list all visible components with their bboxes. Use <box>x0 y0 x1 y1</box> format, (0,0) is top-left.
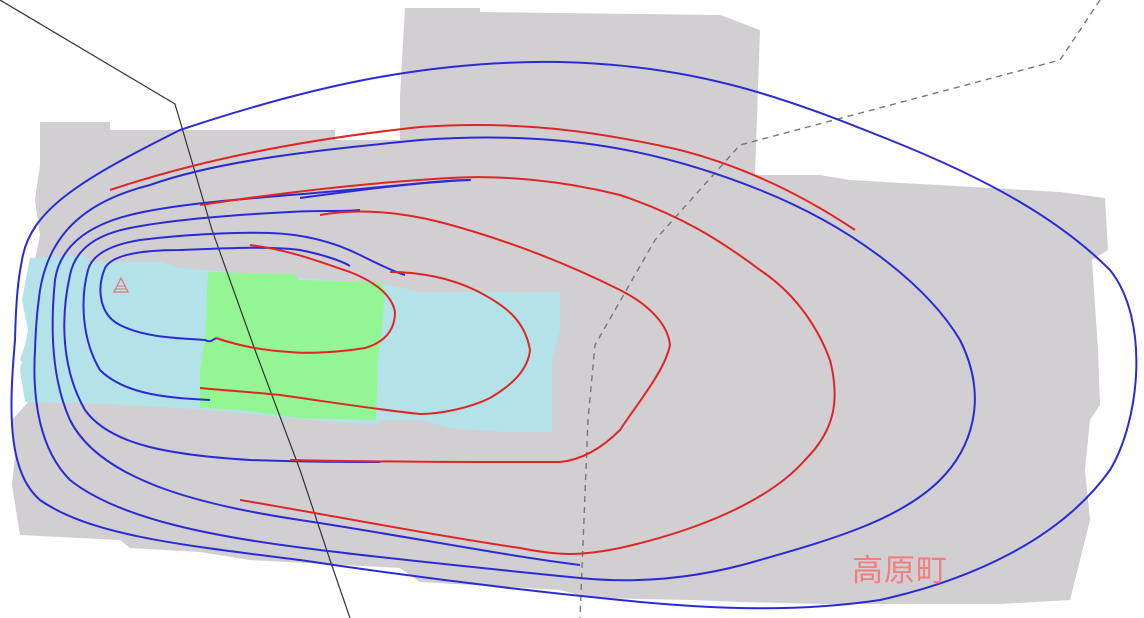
red-contour-inner <box>215 244 396 354</box>
blue-contour-2 <box>33 136 976 582</box>
blue-contour-outer <box>10 60 1138 610</box>
red-contour-outer <box>109 123 856 555</box>
blue-contour-3 <box>51 179 581 566</box>
blue-contour-inner <box>99 246 351 343</box>
blue-contour-5 <box>82 231 406 401</box>
place-name-label: 高原町 <box>852 553 948 589</box>
municipal-boundary-line <box>579 0 1101 618</box>
hatched-triangle-icon <box>112 276 130 293</box>
green-zone-area <box>200 272 385 420</box>
red-contour-3 <box>199 271 531 415</box>
road-line <box>0 0 351 618</box>
blue-contour-4 <box>63 209 381 463</box>
red-contour-2 <box>289 210 671 463</box>
